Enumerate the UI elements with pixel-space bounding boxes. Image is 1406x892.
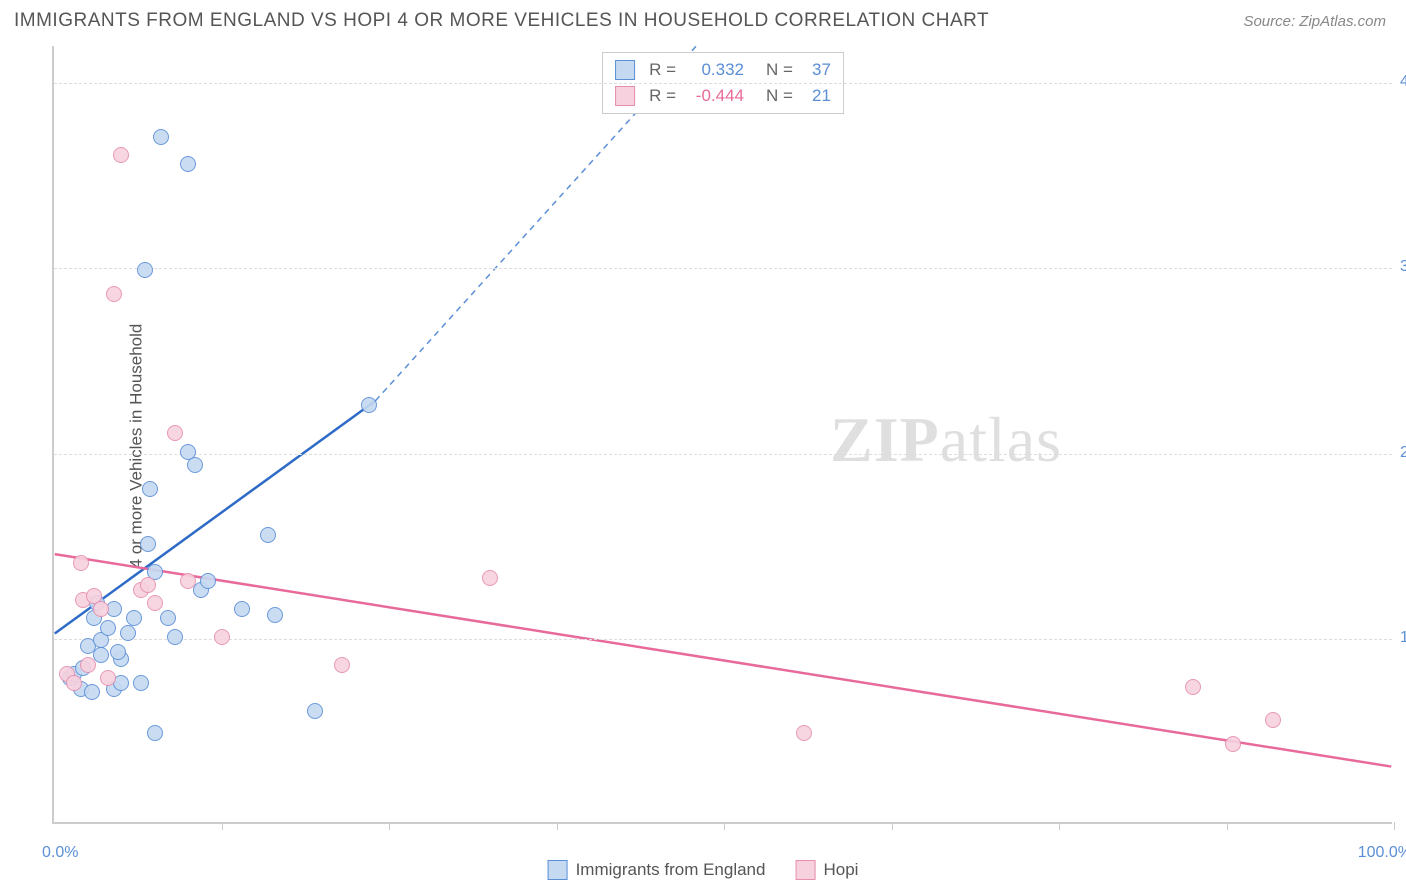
scatter-point xyxy=(234,601,250,617)
scatter-point xyxy=(84,684,100,700)
legend-swatch xyxy=(548,860,568,880)
scatter-point xyxy=(142,481,158,497)
n-label: N = xyxy=(766,57,793,83)
x-axis-label-min: 0.0% xyxy=(42,844,78,862)
scatter-point xyxy=(214,629,230,645)
gridline xyxy=(54,454,1392,455)
source-attribution: Source: ZipAtlas.com xyxy=(1243,13,1386,30)
plot-area: R =0.332N =37R =-0.444N =21 ZIPatlas 10.… xyxy=(52,46,1392,824)
y-tick-label: 10.0% xyxy=(1400,629,1406,647)
r-value: -0.444 xyxy=(684,83,744,109)
legend-row: R = -0.444 N = 21 xyxy=(615,83,831,109)
y-tick-label: 40.0% xyxy=(1400,73,1406,91)
legend-label: Immigrants from England xyxy=(576,860,766,880)
legend-swatch xyxy=(615,86,635,106)
scatter-point xyxy=(100,670,116,686)
scatter-point xyxy=(80,657,96,673)
legend-item: Hopi xyxy=(795,860,858,880)
scatter-point xyxy=(180,156,196,172)
x-tick xyxy=(724,822,725,830)
scatter-point xyxy=(160,610,176,626)
y-tick-label: 20.0% xyxy=(1400,444,1406,462)
scatter-point xyxy=(1225,736,1241,752)
scatter-point xyxy=(93,647,109,663)
n-value: 37 xyxy=(801,57,831,83)
x-axis-label-max: 100.0% xyxy=(1358,844,1406,862)
scatter-point xyxy=(147,595,163,611)
scatter-point xyxy=(180,444,196,460)
scatter-point xyxy=(200,573,216,589)
watermark: ZIPatlas xyxy=(830,403,1062,477)
x-tick xyxy=(222,822,223,830)
scatter-point xyxy=(1265,712,1281,728)
gridline xyxy=(54,268,1392,269)
scatter-point xyxy=(137,262,153,278)
r-label: R = xyxy=(649,83,676,109)
scatter-point xyxy=(307,703,323,719)
scatter-point xyxy=(140,577,156,593)
scatter-point xyxy=(133,675,149,691)
x-tick xyxy=(1394,822,1395,830)
scatter-point xyxy=(126,610,142,626)
scatter-point xyxy=(147,725,163,741)
gridline xyxy=(54,83,1392,84)
r-value: 0.332 xyxy=(684,57,744,83)
series-legend: Immigrants from England Hopi xyxy=(548,860,859,880)
x-tick xyxy=(389,822,390,830)
x-tick xyxy=(1059,822,1060,830)
scatter-point xyxy=(796,725,812,741)
scatter-point xyxy=(1185,679,1201,695)
scatter-point xyxy=(167,425,183,441)
scatter-point xyxy=(140,536,156,552)
scatter-point xyxy=(120,625,136,641)
x-tick xyxy=(557,822,558,830)
scatter-point xyxy=(73,555,89,571)
trend-lines-svg xyxy=(54,46,1392,822)
gridline xyxy=(54,639,1392,640)
scatter-point xyxy=(100,620,116,636)
scatter-point xyxy=(167,629,183,645)
legend-swatch xyxy=(795,860,815,880)
x-tick xyxy=(1227,822,1228,830)
scatter-point xyxy=(106,286,122,302)
scatter-point xyxy=(361,397,377,413)
scatter-point xyxy=(180,573,196,589)
scatter-point xyxy=(110,644,126,660)
chart-title: IMMIGRANTS FROM ENGLAND VS HOPI 4 OR MOR… xyxy=(14,10,989,32)
y-tick-label: 30.0% xyxy=(1400,258,1406,276)
plot-container: R =0.332N =37R =-0.444N =21 ZIPatlas 10.… xyxy=(52,46,1392,824)
legend-label: Hopi xyxy=(823,860,858,880)
scatter-point xyxy=(66,675,82,691)
scatter-point xyxy=(113,147,129,163)
legend-item: Immigrants from England xyxy=(548,860,766,880)
scatter-point xyxy=(153,129,169,145)
scatter-point xyxy=(482,570,498,586)
legend-row: R = 0.332 N = 37 xyxy=(615,57,831,83)
x-tick xyxy=(892,822,893,830)
r-label: R = xyxy=(649,57,676,83)
legend-swatch xyxy=(615,60,635,80)
scatter-point xyxy=(93,601,109,617)
n-value: 21 xyxy=(801,83,831,109)
scatter-point xyxy=(260,527,276,543)
scatter-point xyxy=(334,657,350,673)
n-label: N = xyxy=(766,83,793,109)
scatter-point xyxy=(267,607,283,623)
